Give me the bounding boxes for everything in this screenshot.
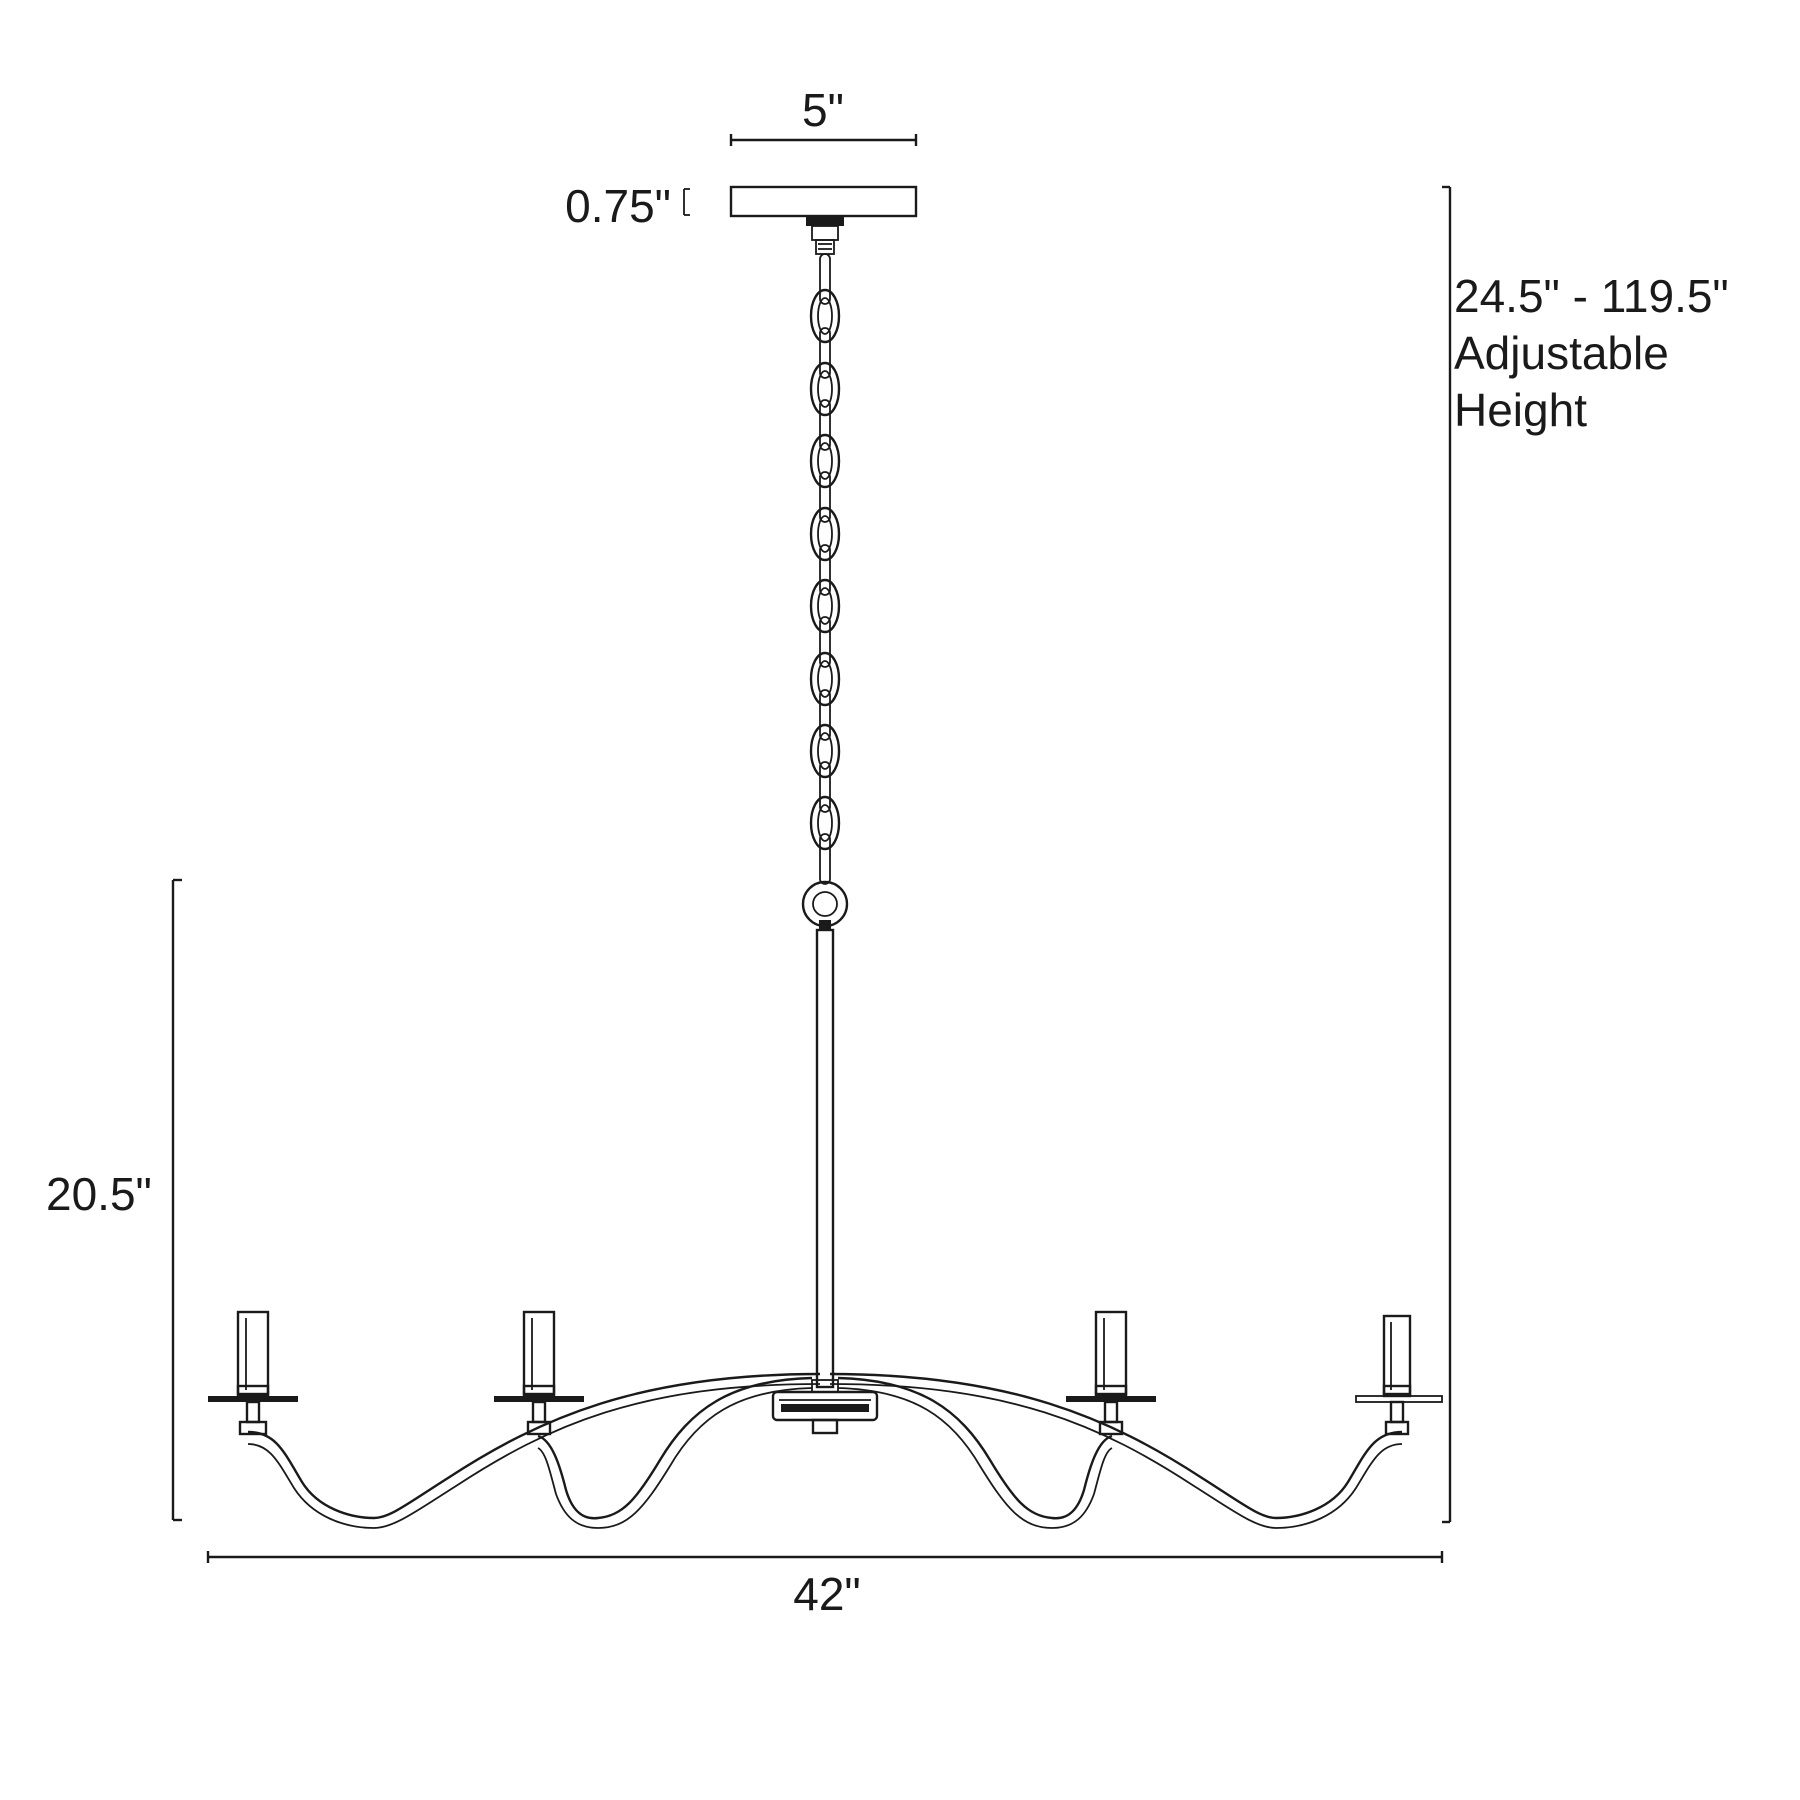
- candle-2: [494, 1310, 584, 1436]
- canopy-depth-label: 0.75": [565, 180, 671, 232]
- canopy-width-label: 5": [802, 84, 844, 136]
- candle-4: [1355, 1314, 1443, 1436]
- overall-height-range-label: 24.5" - 119.5": [1454, 270, 1729, 322]
- canopy-width-dimension: 5": [729, 84, 918, 146]
- overall-height-dimension: 24.5" - 119.5" Adjustable Height: [1442, 185, 1729, 1524]
- arms: [247, 1372, 1403, 1529]
- body-height-label: 20.5": [46, 1168, 152, 1220]
- overall-height-note-line1: Adjustable: [1454, 327, 1669, 379]
- overall-width-label: 42": [793, 1568, 861, 1620]
- chain: [801, 253, 849, 930]
- body-height-dimension: 20.5": [46, 878, 182, 1522]
- candle-1: [208, 1310, 298, 1436]
- candle-3: [1066, 1310, 1156, 1436]
- overall-height-note-line2: Height: [1454, 384, 1587, 436]
- center-hub: [771, 1390, 879, 1435]
- overall-width-dimension: 42": [206, 1551, 1444, 1620]
- canopy-depth-dimension: 0.75": [565, 180, 690, 232]
- stem: [811, 928, 839, 1393]
- canopy: [729, 185, 918, 255]
